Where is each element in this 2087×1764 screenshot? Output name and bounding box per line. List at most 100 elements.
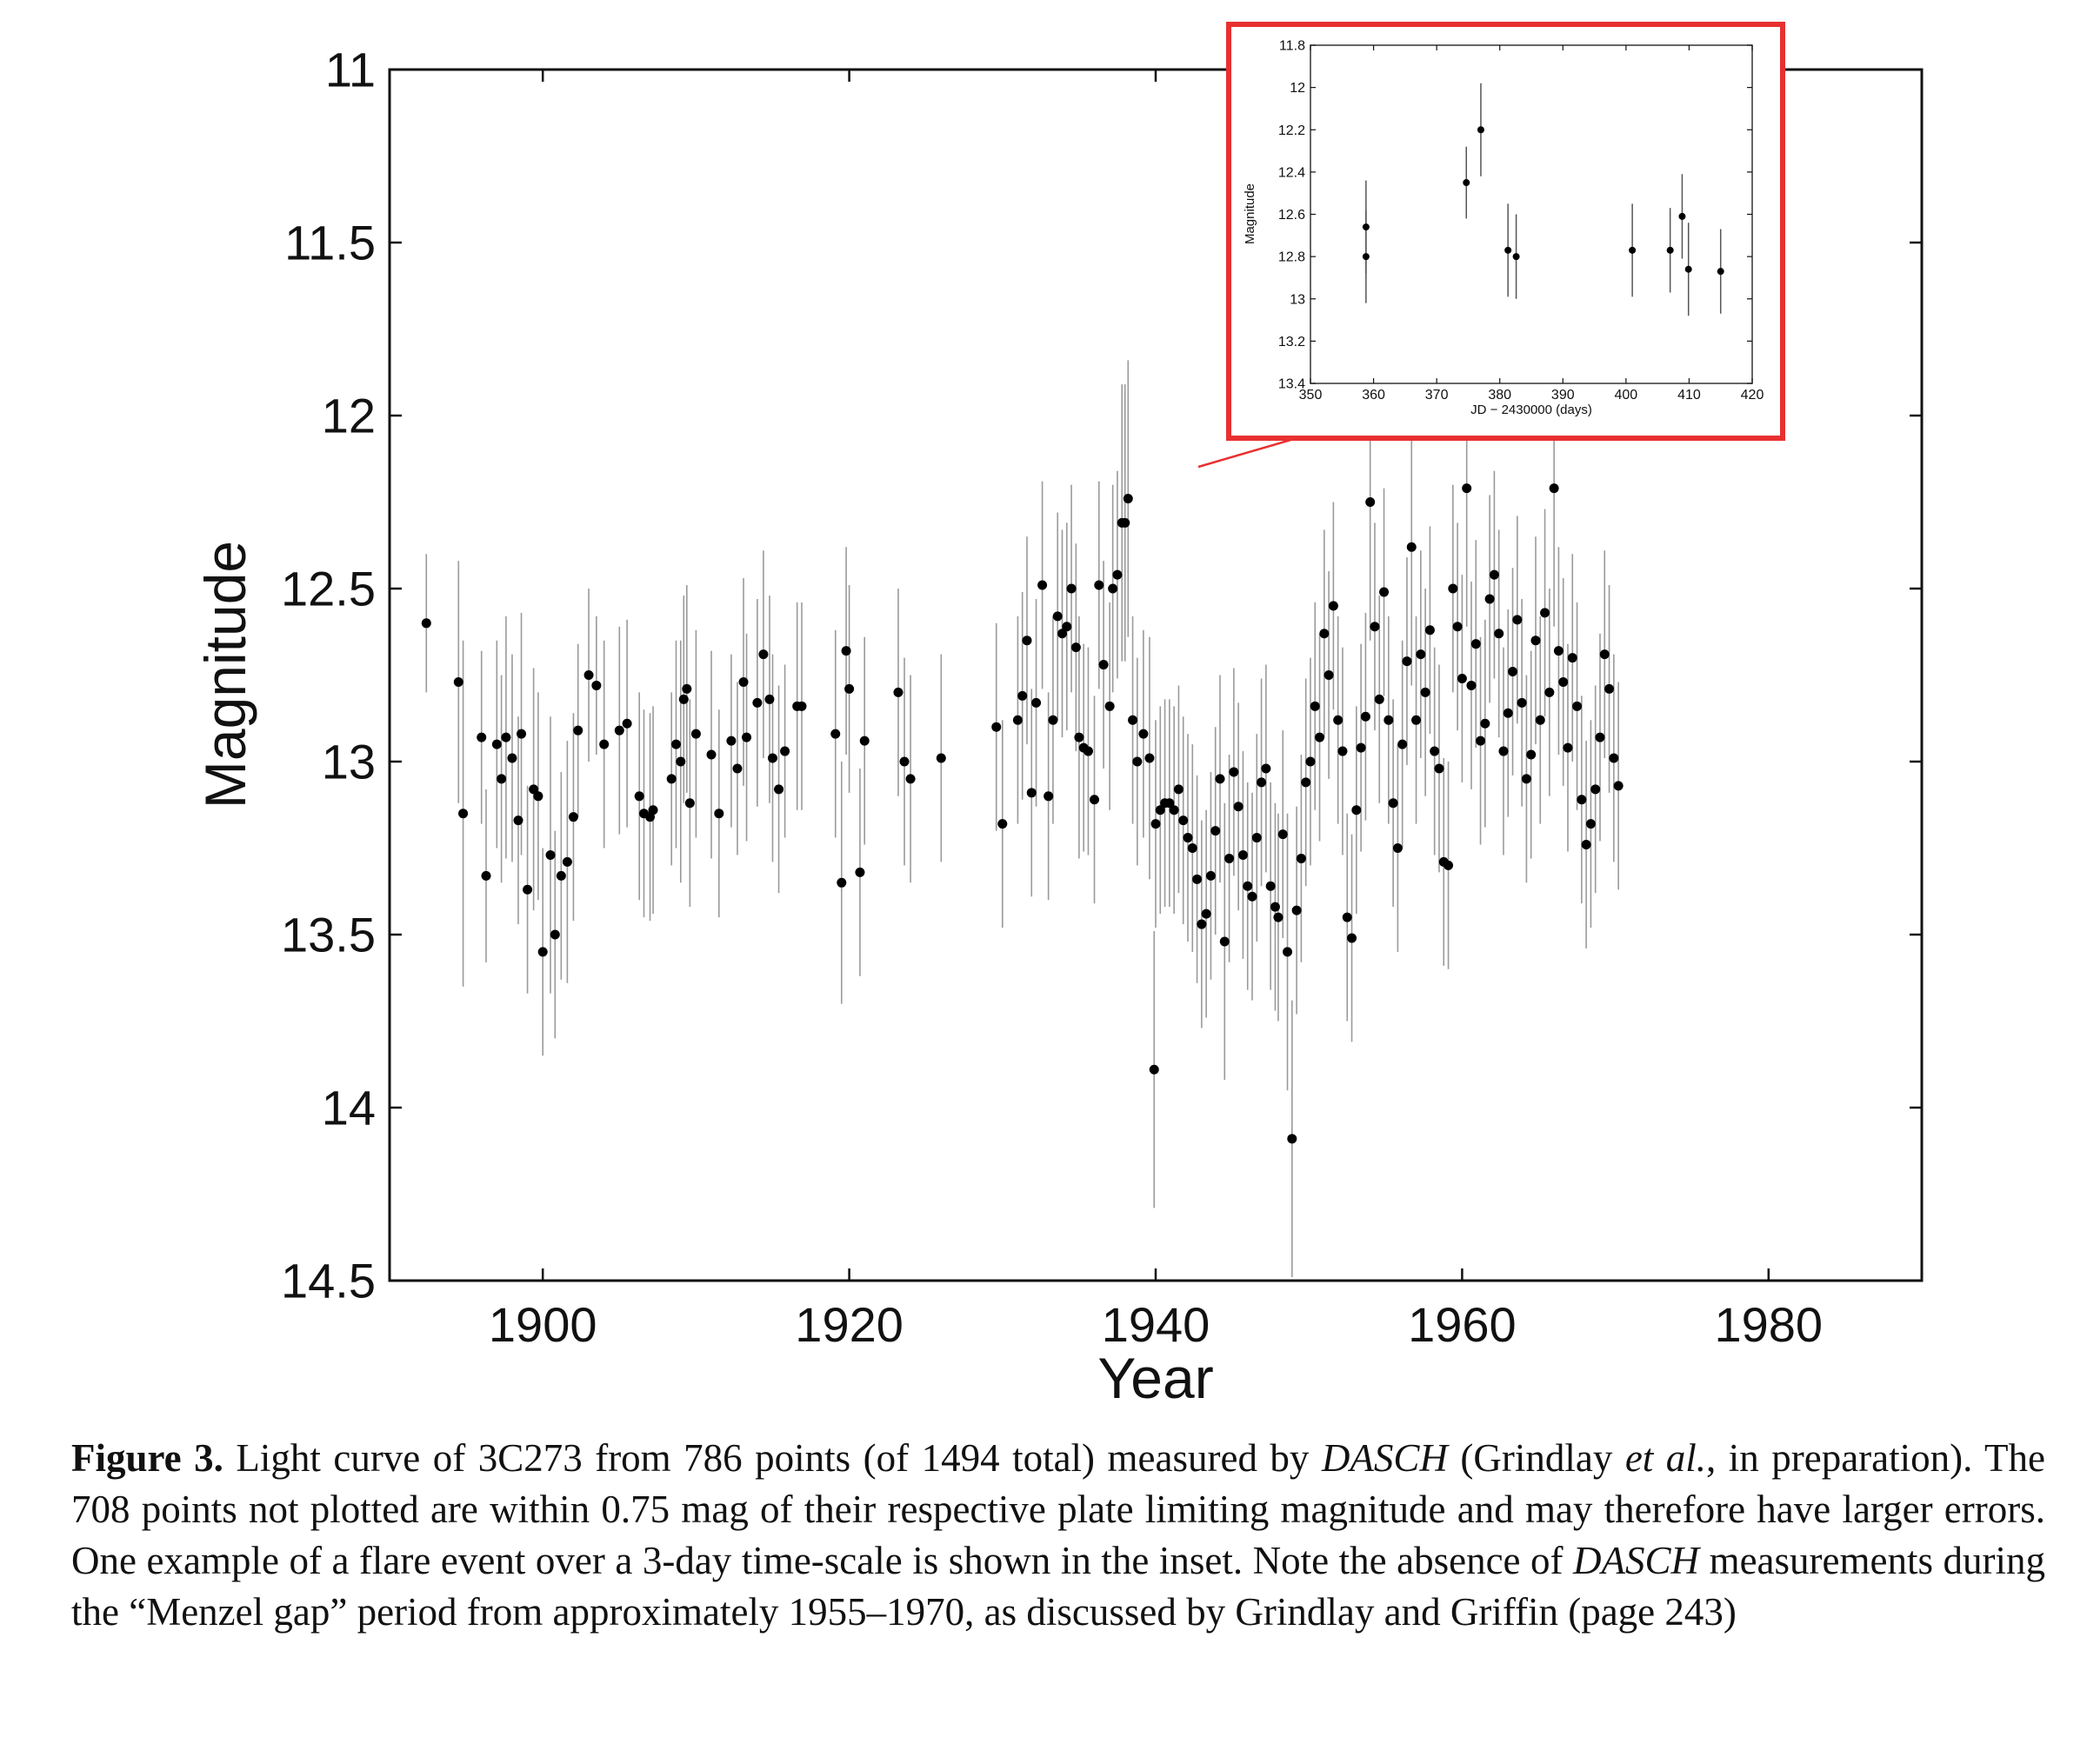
data-point xyxy=(1416,649,1426,660)
data-point xyxy=(1310,701,1320,711)
data-point xyxy=(859,736,870,746)
x-tick-label: 1940 xyxy=(1102,1297,1210,1352)
data-point xyxy=(1229,767,1239,777)
data-point xyxy=(1270,902,1280,912)
data-point xyxy=(797,701,807,711)
data-point xyxy=(458,809,469,819)
data-point xyxy=(1347,933,1357,943)
data-point xyxy=(1595,732,1605,742)
data-point xyxy=(1128,715,1138,725)
data-point xyxy=(732,763,743,774)
data-point xyxy=(1577,795,1587,805)
data-point xyxy=(1112,569,1123,580)
data-point xyxy=(1178,815,1189,826)
data-point xyxy=(1379,587,1390,597)
data-point xyxy=(1530,636,1541,646)
data-point xyxy=(1094,580,1104,590)
data-point xyxy=(1504,246,1512,254)
data-point xyxy=(1224,853,1235,863)
y-tick-label: 14.5 xyxy=(281,1254,376,1308)
data-point xyxy=(1430,746,1440,756)
data-point xyxy=(477,732,487,742)
y-tick-label: 13.4 xyxy=(1278,377,1305,392)
data-point xyxy=(1149,1064,1159,1075)
data-point xyxy=(1265,881,1276,891)
data-point xyxy=(1512,615,1523,625)
y-tick-label: 12.8 xyxy=(1278,250,1305,265)
data-point xyxy=(1540,608,1550,618)
data-point xyxy=(533,791,543,802)
data-point xyxy=(1384,715,1394,725)
x-tick-label: 1960 xyxy=(1408,1297,1517,1352)
data-point xyxy=(1057,629,1068,639)
data-point xyxy=(1362,253,1370,261)
y-tick-label: 12.5 xyxy=(281,562,376,616)
data-point xyxy=(501,732,511,742)
x-tick-label: 380 xyxy=(1488,388,1511,403)
data-point xyxy=(738,676,749,687)
data-point xyxy=(513,815,523,826)
data-point xyxy=(706,749,717,760)
data-point xyxy=(562,856,572,867)
data-point xyxy=(1052,611,1063,622)
data-point xyxy=(1406,542,1417,552)
data-point xyxy=(1462,483,1472,494)
data-point xyxy=(1392,843,1403,853)
data-point xyxy=(1629,246,1637,254)
data-point xyxy=(1315,732,1325,742)
data-point xyxy=(1201,909,1211,919)
data-point xyxy=(1609,753,1619,763)
data-point xyxy=(1444,860,1454,870)
data-point xyxy=(1498,746,1509,756)
data-point xyxy=(1277,829,1288,840)
x-tick-label: 1920 xyxy=(795,1297,903,1352)
data-point xyxy=(481,870,491,881)
data-point xyxy=(678,694,689,704)
main-plot: 1900 1920 1940 1960 1980 11 11.5 12 12.5 13 13.5 14… xyxy=(193,43,1924,1410)
data-point xyxy=(1351,805,1362,815)
x-tick-label: 400 xyxy=(1615,388,1638,403)
data-point xyxy=(1420,687,1430,697)
data-point xyxy=(1090,795,1100,805)
data-point xyxy=(1123,494,1133,504)
data-point xyxy=(1572,701,1583,711)
data-point xyxy=(491,739,502,749)
data-point xyxy=(899,756,910,767)
caption-et-al: et al. xyxy=(1624,1436,1707,1480)
data-point xyxy=(1585,819,1596,829)
data-point xyxy=(648,805,658,815)
y-tick-label: 12.6 xyxy=(1278,208,1305,223)
data-point xyxy=(1108,583,1118,594)
data-point xyxy=(670,739,681,749)
y-tick-label: 13 xyxy=(1290,292,1305,307)
data-point xyxy=(1590,784,1601,795)
data-point xyxy=(1470,639,1481,649)
data-point xyxy=(1187,843,1197,853)
data-point xyxy=(991,722,1002,732)
x-tick-label: 420 xyxy=(1741,388,1764,403)
data-point xyxy=(1205,870,1216,881)
data-point xyxy=(855,867,865,877)
y-tick-label: 14 xyxy=(322,1081,376,1135)
y-tick-label: 12 xyxy=(1290,81,1305,96)
data-point xyxy=(997,819,1008,829)
data-point xyxy=(1210,826,1221,836)
data-point xyxy=(1448,583,1458,594)
data-point xyxy=(1544,687,1555,697)
data-point xyxy=(1476,736,1486,746)
data-point xyxy=(1062,622,1072,632)
data-point xyxy=(1150,819,1161,829)
data-point xyxy=(1526,749,1537,760)
x-tick-label: 1900 xyxy=(489,1297,597,1352)
data-point xyxy=(905,774,916,784)
data-point xyxy=(1287,1134,1297,1144)
data-point xyxy=(752,697,763,708)
x-tick-label: 350 xyxy=(1299,388,1323,403)
data-point xyxy=(1563,742,1573,753)
data-point xyxy=(1120,517,1130,528)
data-point xyxy=(573,725,583,736)
data-point xyxy=(758,649,769,660)
data-point xyxy=(1197,919,1207,929)
x-tick-label: 370 xyxy=(1425,388,1449,403)
y-tick-label: 11.5 xyxy=(284,216,376,270)
